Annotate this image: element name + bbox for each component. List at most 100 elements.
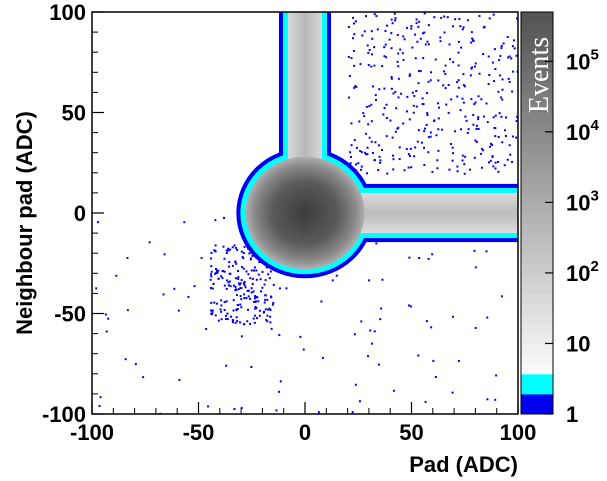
bin-point — [410, 166, 413, 169]
bin-point — [413, 94, 416, 97]
bin-point — [408, 256, 411, 259]
bin-point — [239, 303, 242, 306]
bin-point — [363, 30, 366, 33]
bin-point — [231, 246, 234, 249]
bin-point — [368, 279, 371, 282]
bin-point — [183, 221, 186, 224]
bin-point — [259, 278, 262, 281]
x-axis-title: Pad (ADC) — [409, 452, 518, 477]
bin-point — [193, 285, 196, 288]
colorbar-step — [521, 253, 553, 264]
bin-point — [242, 323, 245, 326]
bin-point — [480, 152, 483, 155]
bin-point — [367, 123, 370, 126]
bin-point — [214, 219, 217, 222]
bin-point — [478, 72, 481, 75]
bin-point — [457, 64, 460, 67]
bin-point — [406, 95, 409, 98]
bin-point — [420, 141, 423, 144]
bin-point — [216, 271, 219, 274]
bin-point — [239, 321, 242, 324]
bin-point — [242, 267, 245, 270]
bin-point — [497, 160, 500, 163]
bin-point — [447, 83, 450, 86]
bin-point — [495, 374, 498, 377]
bin-point — [419, 37, 422, 40]
bin-point — [220, 275, 223, 278]
colorbar-step — [521, 243, 553, 254]
bin-point — [464, 155, 467, 158]
bin-point — [266, 320, 269, 323]
bin-point — [217, 277, 220, 280]
bin-point — [373, 330, 376, 333]
bin-point — [402, 122, 405, 125]
bin-point — [263, 283, 266, 286]
colorbar-step — [521, 22, 553, 33]
bin-point — [237, 276, 240, 279]
bin-point — [269, 270, 272, 273]
bin-point — [376, 28, 379, 31]
bin-point — [235, 316, 238, 319]
bin-point — [223, 216, 226, 219]
bin-point — [358, 400, 361, 403]
bin-point — [177, 309, 180, 312]
bin-point — [253, 314, 256, 317]
bin-point — [250, 365, 253, 368]
bin-point — [231, 318, 234, 321]
colorbar-step — [521, 192, 553, 204]
bin-point — [228, 265, 231, 268]
bin-point — [241, 255, 244, 258]
bin-point — [472, 113, 475, 116]
bin-point — [488, 74, 491, 77]
bin-point — [457, 40, 460, 43]
bin-point — [350, 57, 353, 60]
bin-point — [412, 104, 415, 107]
bin-point — [373, 159, 376, 162]
bin-point — [457, 360, 460, 363]
bin-point — [458, 18, 461, 21]
bin-point — [394, 90, 397, 93]
bin-point — [229, 248, 232, 251]
bin-point — [210, 275, 213, 278]
bin-point — [358, 120, 361, 123]
bin-point — [509, 153, 512, 156]
bin-point — [464, 115, 467, 118]
bin-point — [472, 123, 475, 126]
bin-point — [396, 60, 399, 63]
bin-point — [240, 335, 243, 338]
bin-point — [384, 43, 387, 46]
bin-point — [365, 15, 368, 18]
bin-point — [491, 155, 494, 158]
bin-point — [392, 154, 395, 157]
bin-point — [499, 74, 502, 77]
bin-point — [285, 287, 288, 290]
bin-point — [371, 151, 374, 154]
bin-point — [406, 110, 409, 113]
bin-point — [353, 139, 356, 142]
bin-point — [347, 26, 350, 29]
bin-point — [448, 168, 451, 171]
colorbar-step — [521, 122, 553, 134]
bin-point — [423, 130, 426, 133]
bin-point — [232, 299, 235, 302]
bin-point — [264, 298, 267, 301]
bin-point — [423, 31, 426, 34]
bin-point — [214, 244, 217, 247]
bin-point — [413, 33, 416, 36]
bin-point — [240, 298, 243, 301]
bin-point — [452, 315, 455, 318]
bin-point — [500, 96, 503, 99]
bin-point — [229, 285, 232, 288]
bin-point — [482, 149, 485, 152]
bin-point — [405, 147, 408, 150]
bin-point — [349, 151, 352, 154]
bin-point — [353, 333, 356, 336]
bin-point — [422, 103, 425, 106]
bin-point — [444, 64, 447, 67]
bin-point — [485, 102, 488, 105]
bin-point — [406, 26, 409, 29]
bin-point — [470, 31, 473, 34]
bin-point — [373, 46, 376, 49]
bin-point — [507, 56, 510, 59]
